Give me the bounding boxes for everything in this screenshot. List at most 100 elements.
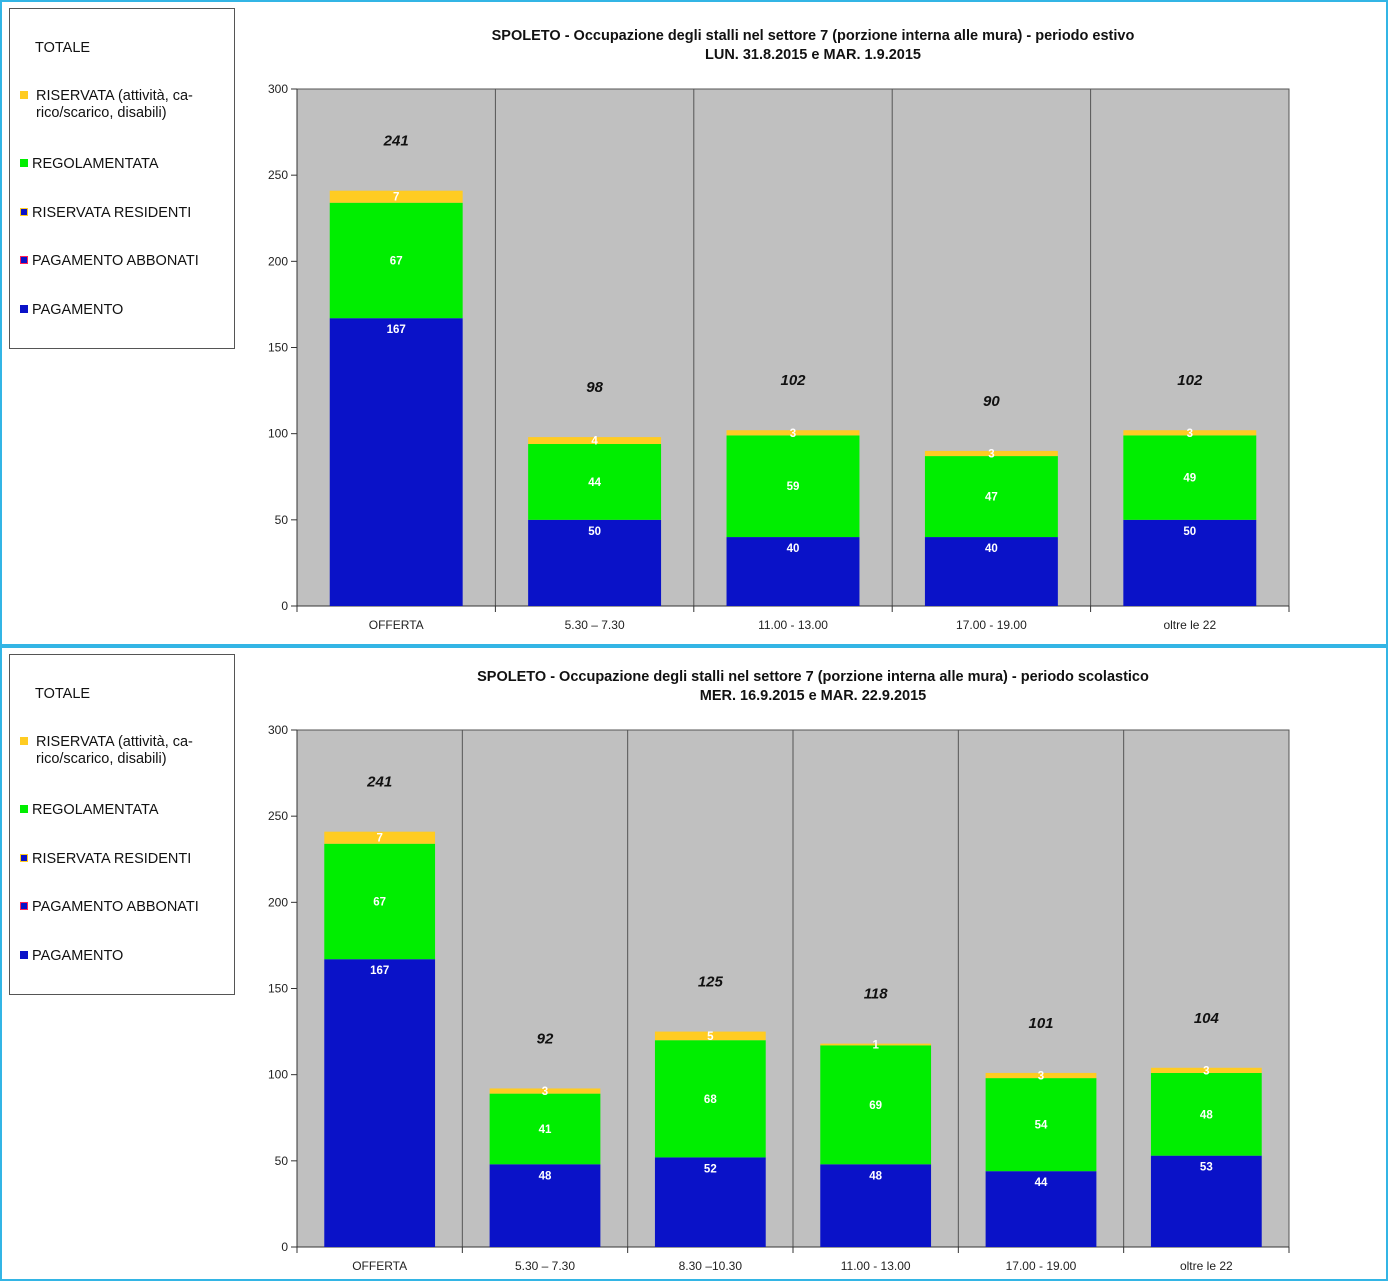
bar-segment-riservata (654, 1031, 766, 1041)
total-label: 104 (1194, 1010, 1220, 1027)
data-label-pagamento: 50 (588, 526, 601, 538)
y-tick-label: 100 (268, 427, 288, 441)
category-label: oltre le 22 (1163, 618, 1216, 632)
legend-riservata: RISERVATA (attività, ca-rico/scarico, di… (20, 734, 193, 768)
data-label-regolamentata: 68 (704, 1094, 717, 1106)
data-label-regolamentata: 48 (1200, 1109, 1213, 1121)
y-tick-label: 50 (275, 513, 289, 527)
bar-segment-regolamentata (985, 1078, 1097, 1172)
legend-swatch-riservata-residenti (20, 208, 28, 216)
data-label-riservata: 3 (1038, 1071, 1044, 1083)
data-label-pagamento: 53 (1200, 1162, 1213, 1174)
bar-segment-regolamentata (528, 444, 662, 520)
data-label-pagamento: 167 (387, 324, 406, 336)
legend-riservata-line2: rico/scarico, disabili) (36, 105, 167, 121)
category-label: 17.00 - 19.00 (1006, 1259, 1077, 1273)
legend-regolamentata: REGOLAMENTATA (20, 156, 159, 173)
category-label: 5.30 – 7.30 (565, 618, 625, 632)
legend-pagamento-abbonati-label: PAGAMENTO ABBONATI (32, 253, 199, 269)
legend-swatch-regolamentata (20, 805, 28, 813)
bar-segment-regolamentata (1150, 1072, 1262, 1156)
y-tick-label: 0 (281, 1240, 288, 1254)
chart-panel-estivo: SPOLETO - Occupazione degli stalli nel s… (0, 0, 1388, 646)
chart-estivo: SPOLETO - Occupazione degli stalli nel s… (268, 28, 1290, 632)
data-label-riservata: 5 (707, 1031, 714, 1043)
y-tick-label: 100 (268, 1068, 288, 1082)
data-label-riservata: 3 (790, 428, 796, 440)
data-label-pagamento: 48 (539, 1170, 552, 1182)
legend-pagamento-label: PAGAMENTO (32, 302, 124, 318)
legend: TOTALE RISERVATA (attività, ca-rico/scar… (9, 8, 235, 349)
data-label-riservata: 3 (542, 1086, 548, 1098)
legend-swatch-pagamento (20, 305, 28, 313)
data-label-regolamentata: 49 (1183, 473, 1196, 485)
data-label-regolamentata: 54 (1035, 1120, 1048, 1132)
legend-riservata-residenti-label: RISERVATA RESIDENTI (32, 851, 192, 867)
bar-segment-pagamento (329, 318, 463, 606)
data-label-pagamento: 44 (1035, 1177, 1048, 1189)
legend-pagamento-label: PAGAMENTO (32, 948, 124, 964)
data-label-riservata: 1 (872, 1040, 879, 1052)
bar-segment-pagamento (924, 537, 1058, 606)
total-label: 241 (366, 774, 392, 791)
total-label: 90 (983, 393, 1000, 410)
legend-regolamentata: REGOLAMENTATA (20, 802, 159, 819)
data-label-pagamento: 167 (370, 965, 389, 977)
legend-swatch-pagamento-abbonati (20, 902, 28, 910)
y-tick-label: 300 (268, 82, 288, 96)
legend-totale: TOTALE (35, 686, 91, 702)
category-label: 17.00 - 19.00 (956, 618, 1027, 632)
y-tick-label: 50 (275, 1154, 289, 1168)
legend-riservata-line2: rico/scarico, disabili) (36, 751, 167, 767)
legend-pagamento-abbonati-label: PAGAMENTO ABBONATI (32, 899, 199, 915)
legend-regolamentata-label: REGOLAMENTATA (32, 802, 159, 818)
legend-riservata-line1: RISERVATA (attività, ca- (36, 734, 193, 750)
legend-pagamento: PAGAMENTO (20, 302, 123, 319)
chart-panel-scolastico: SPOLETO - Occupazione degli stalli nel s… (0, 646, 1388, 1281)
legend-riservata-residenti: RISERVATA RESIDENTI (20, 205, 191, 222)
bar-segment-riservata (528, 437, 662, 445)
total-label: 102 (1177, 372, 1203, 389)
data-label-regolamentata: 59 (787, 481, 800, 493)
chart-subtitle: LUN. 31.8.2015 e MAR. 1.9.2015 (705, 47, 921, 63)
bar-segment-regolamentata (820, 1045, 932, 1165)
data-label-regolamentata: 44 (588, 477, 601, 489)
total-label: 118 (864, 986, 889, 1003)
data-label-riservata: 7 (393, 192, 399, 204)
legend-swatch-riservata-residenti (20, 854, 28, 862)
legend-swatch-pagamento-abbonati (20, 256, 28, 264)
bar-segment-regolamentata (924, 456, 1058, 538)
chart-title: SPOLETO - Occupazione degli stalli nel s… (477, 669, 1149, 685)
data-label-riservata: 7 (376, 833, 382, 845)
y-tick-label: 250 (268, 809, 288, 823)
category-label: 11.00 - 13.00 (841, 1259, 911, 1273)
legend-swatch-pagamento (20, 951, 28, 959)
category-label: 11.00 - 13.00 (758, 618, 828, 632)
legend-swatch-riservata (20, 91, 28, 99)
chart-title: SPOLETO - Occupazione degli stalli nel s… (492, 28, 1135, 44)
data-label-regolamentata: 69 (869, 1100, 882, 1112)
y-tick-label: 250 (268, 168, 288, 182)
bar-segment-pagamento (820, 1164, 932, 1247)
data-label-riservata: 4 (591, 436, 598, 448)
bar-segment-regolamentata (329, 202, 463, 319)
category-label: oltre le 22 (1180, 1259, 1233, 1273)
category-label: 8.30 –10.30 (679, 1259, 743, 1273)
legend-pagamento-abbonati: PAGAMENTO ABBONATI (20, 253, 199, 270)
legend-pagamento: PAGAMENTO (20, 948, 123, 965)
legend-regolamentata-label: REGOLAMENTATA (32, 156, 159, 172)
legend-totale: TOTALE (35, 40, 91, 56)
bar-segment-riservata (329, 190, 463, 203)
data-label-riservata: 3 (1187, 428, 1193, 440)
y-tick-label: 200 (268, 895, 288, 909)
legend-swatch-regolamentata (20, 159, 28, 167)
y-tick-label: 200 (268, 254, 288, 268)
legend-riservata-residenti: RISERVATA RESIDENTI (20, 851, 191, 868)
total-label: 125 (698, 974, 724, 991)
data-label-pagamento: 40 (985, 543, 998, 555)
total-label: 92 (537, 1030, 554, 1047)
bar-segment-regolamentata (324, 843, 436, 960)
data-label-pagamento: 40 (787, 543, 800, 555)
total-label: 98 (586, 379, 603, 396)
bar-segment-riservata (324, 831, 436, 844)
